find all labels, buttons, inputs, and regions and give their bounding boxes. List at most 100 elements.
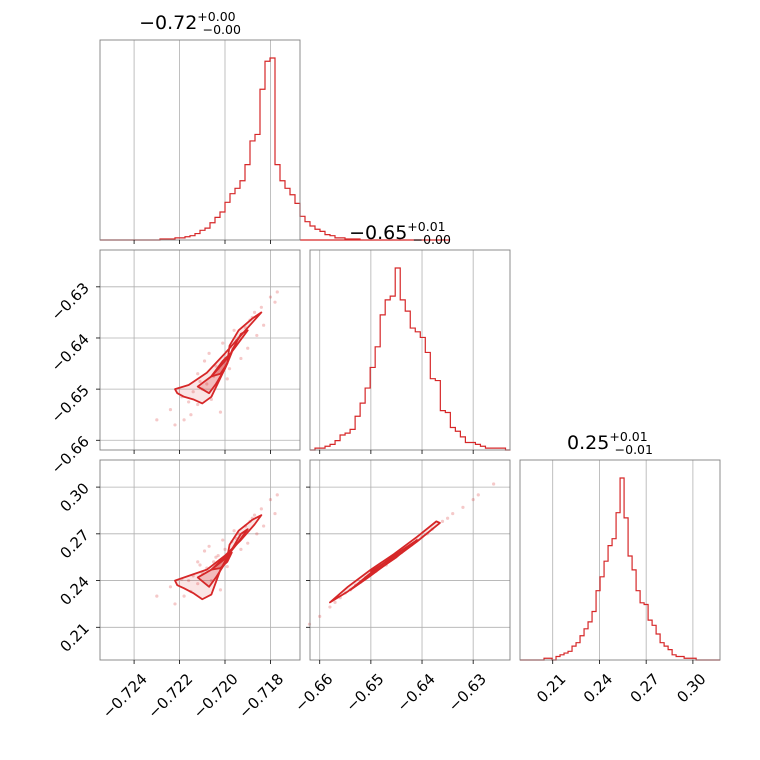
scatter-point	[246, 541, 250, 545]
scatter-point	[218, 588, 223, 592]
scatter-points	[155, 493, 279, 606]
scatter-point	[187, 578, 191, 583]
scatter-point	[440, 519, 445, 523]
scatter-point	[221, 538, 225, 542]
title-value: 0.25	[567, 432, 609, 454]
scatter-point	[216, 554, 220, 558]
y-tick-label: −0.65	[48, 381, 93, 426]
scatter-point	[268, 295, 273, 299]
scatter-point	[471, 497, 475, 502]
title-plus-error: +0.00	[197, 9, 235, 24]
scatter-point	[214, 364, 218, 368]
scatter-point	[173, 423, 177, 427]
histogram-steps-1	[310, 267, 511, 451]
scatter-point	[223, 547, 227, 552]
scatter-point	[187, 400, 191, 404]
scatter-point	[196, 582, 200, 586]
y-tick-label: 0.30	[56, 479, 92, 515]
scatter-point	[196, 372, 200, 376]
scatter-point	[196, 402, 200, 407]
scatter-point	[227, 367, 232, 371]
scatter-point	[259, 507, 263, 511]
panel-frame	[309, 249, 511, 451]
scatter-point	[255, 333, 259, 338]
grid-lines	[552, 460, 694, 660]
scatter-point	[202, 549, 207, 553]
title-value: −0.65	[349, 222, 407, 244]
scatter-point	[328, 605, 332, 609]
x-tick-label: −0.66	[291, 670, 336, 715]
title-plus-error: +0.01	[609, 429, 647, 444]
title-value: −0.72	[139, 12, 197, 34]
x-tick-label: −0.722	[144, 670, 196, 722]
x-tick-label: −0.718	[235, 670, 287, 722]
scatter-point	[205, 382, 209, 386]
density-contour-0	[174, 311, 263, 405]
scatter-point	[451, 511, 455, 516]
panel-frame	[99, 39, 301, 241]
histogram-panel-2: 0.21 0.24 0.27 0.30 0.25+0.01 −0.01	[519, 429, 721, 706]
scatter-point	[155, 594, 159, 598]
grid-lines	[100, 250, 300, 450]
histogram-panel-0: −0.72+0.00 −0.00	[99, 9, 450, 244]
scatter-point	[268, 497, 273, 502]
scatter-point	[307, 622, 312, 626]
grid-lines	[310, 460, 510, 660]
histogram-panel-1: −0.65+0.01 −0.00	[309, 219, 511, 454]
scatter-point	[168, 585, 173, 589]
density-contour-1	[196, 528, 249, 588]
scatter-point	[221, 341, 225, 345]
scatter-panel-0-2: −0.724−0.722−0.720−0.718 0.21 0.24 0.27 0.30	[56, 459, 301, 722]
histogram-steps-2	[520, 477, 721, 661]
scatter-point	[232, 529, 236, 533]
x-tick-label: 0.21	[533, 670, 569, 706]
x-tick-label: −0.724	[99, 670, 151, 722]
scatter-point	[207, 351, 211, 355]
density-contour-2	[210, 351, 233, 378]
scatter-point	[239, 547, 243, 552]
x-tick-label: −0.720	[190, 670, 242, 722]
scatter-points	[155, 290, 279, 427]
scatter-point	[275, 290, 279, 294]
scatter-point	[182, 418, 186, 422]
histogram-steps-0	[100, 57, 450, 241]
panel-frame	[309, 459, 511, 661]
scatter-point	[255, 532, 259, 536]
x-tick-label: −0.64	[394, 670, 439, 715]
scatter-point	[318, 614, 322, 618]
param-title-2: 0.25+0.01 −0.01	[567, 429, 653, 457]
grid-lines	[100, 460, 300, 660]
y-tick-label: −0.63	[48, 279, 93, 324]
density-contour-1	[196, 329, 249, 395]
scatter-point	[232, 328, 236, 332]
title-minus-error: −0.00	[413, 232, 451, 247]
grid-lines	[319, 250, 474, 450]
scatter-point	[182, 594, 186, 598]
scatter-point	[207, 544, 211, 548]
scatter-point	[252, 513, 257, 517]
x-tick-label: 0.30	[673, 670, 709, 706]
scatter-point	[262, 524, 266, 528]
y-tick-label: 0.27	[56, 526, 92, 562]
scatter-point	[246, 346, 250, 350]
scatter-point	[202, 359, 207, 363]
panel-frame	[519, 459, 721, 661]
scatter-point	[225, 377, 229, 381]
scatter-point	[191, 390, 195, 394]
scatter-point	[476, 493, 480, 497]
y-tick-label: 0.24	[56, 573, 92, 609]
scatter-point	[214, 555, 218, 559]
title-plus-error: +0.01	[407, 219, 445, 234]
scatter-point	[333, 600, 337, 604]
scatter-point	[259, 305, 263, 309]
x-tick-label: 0.27	[627, 670, 663, 706]
scatter-point	[492, 482, 496, 486]
scatter-point	[168, 407, 173, 412]
param-title-0: −0.72+0.00 −0.00	[139, 9, 241, 37]
scatter-point	[275, 493, 279, 497]
scatter-point	[218, 410, 223, 414]
scatter-point	[225, 564, 229, 569]
grid-lines	[133, 40, 271, 240]
scatter-point	[461, 505, 465, 509]
